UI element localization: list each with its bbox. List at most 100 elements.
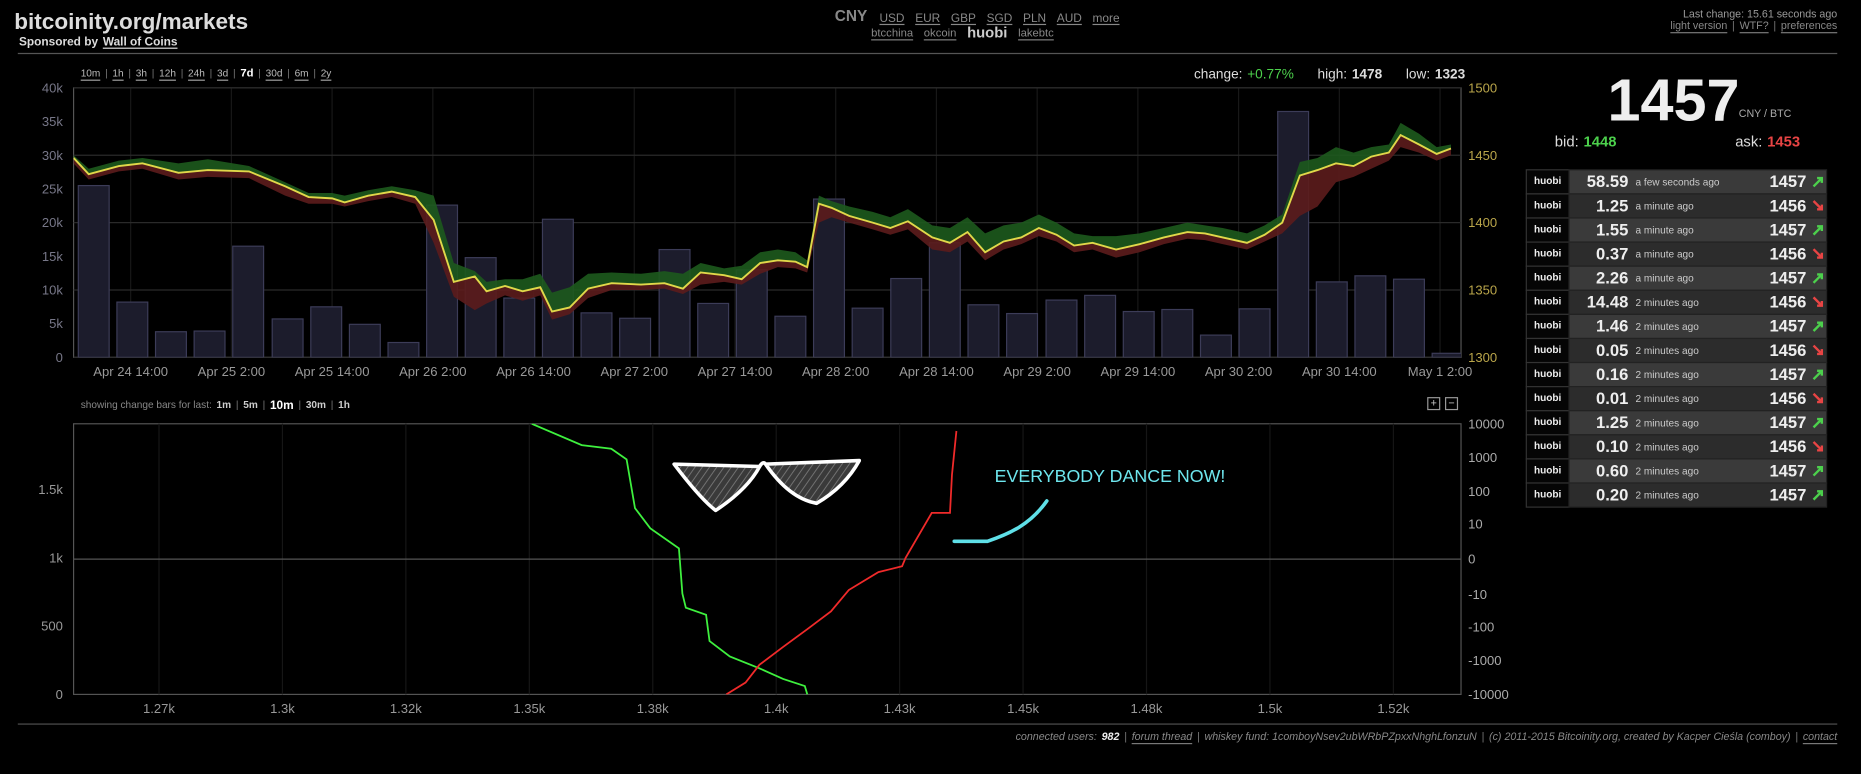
separator: | [152,68,155,79]
range-option[interactable]: 30d [266,68,283,79]
range-option[interactable]: 12h [159,68,176,79]
range-option[interactable]: 6m [295,68,309,79]
exchange-link[interactable]: okcoin [924,27,957,39]
sponsor-link[interactable]: Wall of Coins [103,35,178,49]
users-count: 982 [1102,731,1120,743]
trade-row: huobi 0.60 2 minutes ago 1457 [1525,458,1828,484]
separator: | [105,68,108,79]
range-option[interactable]: 24h [188,68,205,79]
x-tick-label: Apr 30 2:00 [1205,364,1272,379]
change-bars-option[interactable]: 30m [306,399,326,410]
y-tick-label: 20k [42,215,64,230]
trade-amount: 0.60 [1596,461,1628,480]
trade-time: 2 minutes ago [1635,491,1699,502]
y2-tick-label: 1000 [1468,450,1497,465]
trade-amount: 0.16 [1596,365,1628,384]
zoom-button[interactable]: + [1431,398,1437,410]
currency-link[interactable]: SGD [987,11,1013,25]
trade-time: a minute ago [1635,274,1694,285]
volume-bar [890,277,923,358]
range-option[interactable]: 7d [240,68,253,80]
change-bars-option[interactable]: 1h [338,399,350,410]
y-tick-label: 1k [49,550,63,565]
x-tick-label: Apr 25 14:00 [295,364,370,379]
range-option[interactable]: 3h [136,68,147,79]
currency-link[interactable]: EUR [915,11,940,25]
volume-bar [1199,334,1232,358]
range-option[interactable]: 1h [112,68,123,79]
trade-row: huobi 0.05 2 minutes ago 1456 [1525,337,1828,364]
trade-row: huobi 2.26 a minute ago 1457 [1525,265,1828,291]
forum-link[interactable]: forum thread [1132,731,1194,743]
exchange-link[interactable]: huobi [967,25,1007,41]
range-option[interactable]: 2y [321,68,333,79]
arrow-up [1812,321,1824,332]
high-label: high: [1318,66,1348,81]
y2-tick-label: 1500 [1468,80,1497,95]
trade-row: huobi 58.59 a few seconds ago 1457 [1525,169,1828,195]
currency-link[interactable]: GBP [951,11,976,25]
header-link[interactable]: light version [1670,20,1727,32]
ask: ask: 1453 [1735,135,1800,151]
x-tick-label: 1.5k [1258,701,1283,716]
y2-tick-label: -10000 [1468,687,1509,702]
currency-link[interactable]: AUD [1057,11,1082,25]
zoom-button-box[interactable] [1427,397,1441,411]
currency-link[interactable]: more [1093,11,1120,25]
volume-bar [967,304,1000,358]
x-tick-label: 1.3k [270,701,295,716]
trade-exchange: huobi [1534,417,1562,428]
range-option[interactable]: 10m [81,68,101,79]
trade-row: huobi 1.25 a minute ago 1456 [1525,193,1828,219]
currency-link[interactable]: PLN [1023,11,1046,25]
zoom-button[interactable]: − [1448,398,1454,410]
trade-cell [1568,482,1828,508]
trade-time: a few seconds ago [1635,177,1719,188]
trade-exchange: huobi [1534,176,1562,187]
x-tick-label: Apr 28 2:00 [802,364,869,379]
y2-tick-label: 1300 [1468,350,1497,365]
volume-bar [503,297,536,358]
trade-cell [1568,386,1828,412]
x-tick-label: 1.27k [143,701,175,716]
header-link[interactable]: preferences [1781,20,1837,32]
exchange-link[interactable]: btcchina [871,27,914,39]
change-bars-option[interactable]: 5m [243,399,258,410]
header-links: light version | WTF? | preferences [1670,20,1837,32]
arrow-up [1812,417,1824,429]
volume-bar [1392,278,1426,358]
users-label: connected users: [1016,731,1097,743]
left-lens [672,462,762,513]
x-tick-label: Apr 28 14:00 [899,364,974,379]
exchange-cell [1525,193,1570,219]
currency-current: CNY [835,8,868,25]
change-bars-option[interactable]: 10m [270,398,294,412]
y2-tick-label: 10000 [1468,416,1504,431]
trade-price: 1457 [1769,485,1806,504]
trade-time: a minute ago [1635,201,1694,212]
zoom-button-box[interactable] [1445,397,1459,411]
arrow-up [1812,490,1824,501]
depth-line [531,423,809,695]
trade-row: huobi 0.01 2 minutes ago 1456 [1525,386,1828,412]
trade-price: 1457 [1769,172,1806,191]
separator: | [1795,731,1798,743]
contact-link[interactable]: contact [1803,731,1838,743]
copyright: (c) 2011-2015 Bitcoinity.org, created by… [1489,731,1791,743]
currency-link[interactable]: USD [879,11,904,25]
range-option[interactable]: 3d [217,68,228,79]
ticker-price: 1457 [1607,66,1739,133]
volume-bar [1238,308,1271,358]
last-change: Last change: 15.61 seconds ago [1683,8,1837,20]
exchange-link[interactable]: lakebtc [1018,27,1054,39]
change-bars-option[interactable]: 1m [217,399,232,410]
exchange-cell [1525,241,1570,267]
bid-value: 1448 [1583,135,1616,151]
annotation: EVERYBODY DANCE NOW! [995,466,1226,486]
ticker-unit: CNY / BTC [1739,108,1792,120]
trade-amount: 0.05 [1596,341,1628,360]
volume-bar [1006,312,1039,358]
header-link[interactable]: WTF? [1740,20,1769,32]
footer: connected users: 982 | forum thread | whiskey… [1016,731,1839,743]
x-tick-label: May 1 2:00 [1408,364,1473,379]
